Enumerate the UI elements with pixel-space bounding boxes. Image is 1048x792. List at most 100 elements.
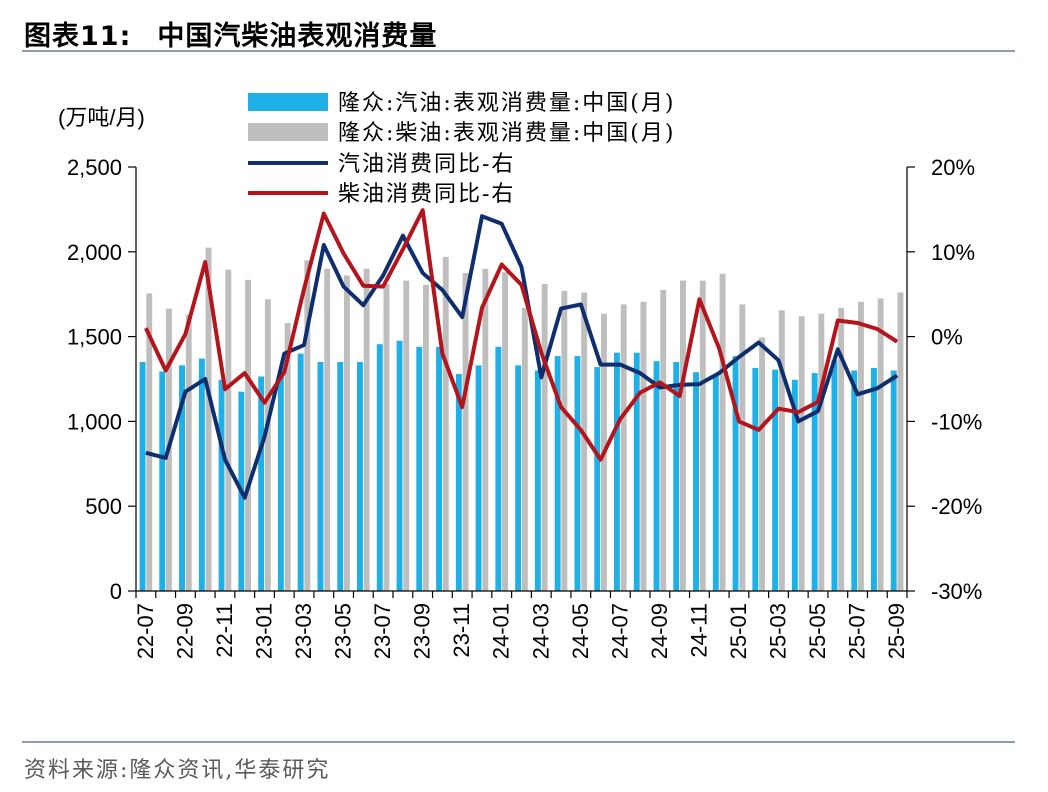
diesel-bar <box>363 268 370 591</box>
gasoline-bar <box>376 344 383 591</box>
header-rule <box>22 50 1015 52</box>
x-tick-label: 22-09 <box>172 603 197 659</box>
gasoline-bar <box>396 340 403 591</box>
gasoline-bar <box>574 356 581 591</box>
x-tick-label: 25-03 <box>766 603 791 659</box>
left-axis-unit-label: (万吨/月) <box>58 105 145 130</box>
gasoline-bar <box>179 365 185 591</box>
diesel-bar <box>897 292 904 591</box>
diesel-bar <box>225 269 232 591</box>
gasoline-bar <box>337 362 344 591</box>
diesel-bar <box>660 290 667 591</box>
gasoline-bar <box>890 370 897 591</box>
x-tick-label: 23-05 <box>331 603 356 659</box>
footer-rule <box>22 741 1015 743</box>
gasoline-bar <box>159 371 166 591</box>
diesel-bar <box>205 247 212 591</box>
x-tick-label: 24-09 <box>647 603 672 659</box>
diesel-bar <box>264 299 271 591</box>
gasoline-bar <box>515 365 522 591</box>
right-tick-label: 10% <box>931 240 975 265</box>
left-tick-label: 2,000 <box>67 240 122 265</box>
left-tick-label: 1,000 <box>67 409 122 434</box>
left-tick-label: 2,500 <box>67 155 122 180</box>
diesel-bar <box>304 260 311 591</box>
gasoline-yoy-line <box>145 214 899 500</box>
axes-layer: 0 500 1,000 1,500 2,000 2,500 -30% -20% -10% 0% 10… <box>67 155 982 659</box>
diesel-bar <box>324 268 331 591</box>
gasoline-bar <box>277 370 284 591</box>
gasoline-bar <box>653 361 660 591</box>
x-tick-label: 24-05 <box>568 603 593 659</box>
diesel-bar <box>462 273 469 591</box>
diesel-bar <box>541 284 548 591</box>
legend: 隆众:汽油:表观消费量:中国(月) 隆众:柴油:表观消费量:中国(月) 汽油消费同比… <box>248 91 673 207</box>
gasoline-bar <box>772 369 779 591</box>
x-tick-label: 23-07 <box>370 603 395 659</box>
figure-label: 图表11: <box>24 21 132 52</box>
gasoline-bar <box>831 360 838 591</box>
x-tick-label: 22-11 <box>212 603 237 658</box>
diesel-bar <box>739 304 746 591</box>
gasoline-bar <box>436 346 442 591</box>
gasoline-bar <box>495 346 502 591</box>
legend-label: 柴油消费同比-右 <box>338 182 515 207</box>
gasoline-bar <box>614 352 620 591</box>
gasoline-bar <box>673 362 680 591</box>
x-tick-label: 24-07 <box>607 603 632 659</box>
x-tick-label: 25-09 <box>884 603 909 659</box>
diesel-bar <box>838 307 845 591</box>
diesel-bar <box>759 337 765 591</box>
gasoline-bar <box>534 370 541 591</box>
right-tick-label: 0% <box>931 325 963 350</box>
x-tick-label: 23-11 <box>449 603 474 658</box>
x-tick-label: 23-09 <box>410 603 435 659</box>
gasoline-bar <box>851 370 858 591</box>
diesel-bar <box>146 293 153 591</box>
figure-title: 中国汽柴油表观消费量 <box>157 21 438 52</box>
diesel-yoy-line <box>144 208 899 462</box>
x-tick-label: 24-11 <box>686 603 711 658</box>
gasoline-bar <box>317 362 324 591</box>
diesel-bar <box>778 310 785 591</box>
diesel-bar <box>877 298 884 591</box>
diesel-bar <box>442 256 449 591</box>
legend-swatch-bar <box>248 93 328 111</box>
gasoline-bar <box>732 356 739 591</box>
diesel-bar <box>680 280 686 591</box>
gasoline-bar <box>455 373 462 591</box>
gasoline-bar <box>139 362 146 591</box>
gasoline-bar <box>475 365 482 591</box>
x-tick-label: 23-03 <box>291 603 316 659</box>
diesel-bar <box>423 284 429 591</box>
gasoline-bar <box>693 372 699 591</box>
x-tick-label: 25-01 <box>726 603 751 659</box>
diesel-bar <box>403 280 410 591</box>
diesel-bar <box>699 280 706 591</box>
x-tick-label: 22-07 <box>133 603 158 659</box>
lines-layer <box>144 208 899 500</box>
diesel-bar <box>284 323 291 591</box>
diesel-bar <box>344 275 350 591</box>
source-note: 资料来源:隆众资讯,华泰研究 <box>24 758 331 783</box>
x-tick-label: 24-03 <box>528 603 553 659</box>
legend-label: 汽油消费同比-右 <box>338 152 515 177</box>
diesel-bar <box>502 272 508 591</box>
gasoline-bar <box>633 352 640 591</box>
gasoline-bar <box>554 356 561 591</box>
right-tick-label: -10% <box>931 409 982 434</box>
gasoline-bar <box>791 379 798 591</box>
bars-layer <box>139 247 904 591</box>
page-title: 图表11: 中国汽柴油表观消费量 <box>24 14 437 53</box>
gasoline-bar <box>218 379 225 591</box>
diesel-bar <box>561 290 568 591</box>
right-tick-label: -20% <box>931 494 982 519</box>
left-tick-label: 1,500 <box>67 325 122 350</box>
diesel-bar <box>640 301 647 591</box>
left-tick-label: 500 <box>85 494 122 519</box>
x-tick-label: 25-05 <box>805 603 830 659</box>
diesel-bar <box>482 268 489 591</box>
diesel-bar <box>798 316 805 591</box>
diesel-bar <box>818 313 825 591</box>
